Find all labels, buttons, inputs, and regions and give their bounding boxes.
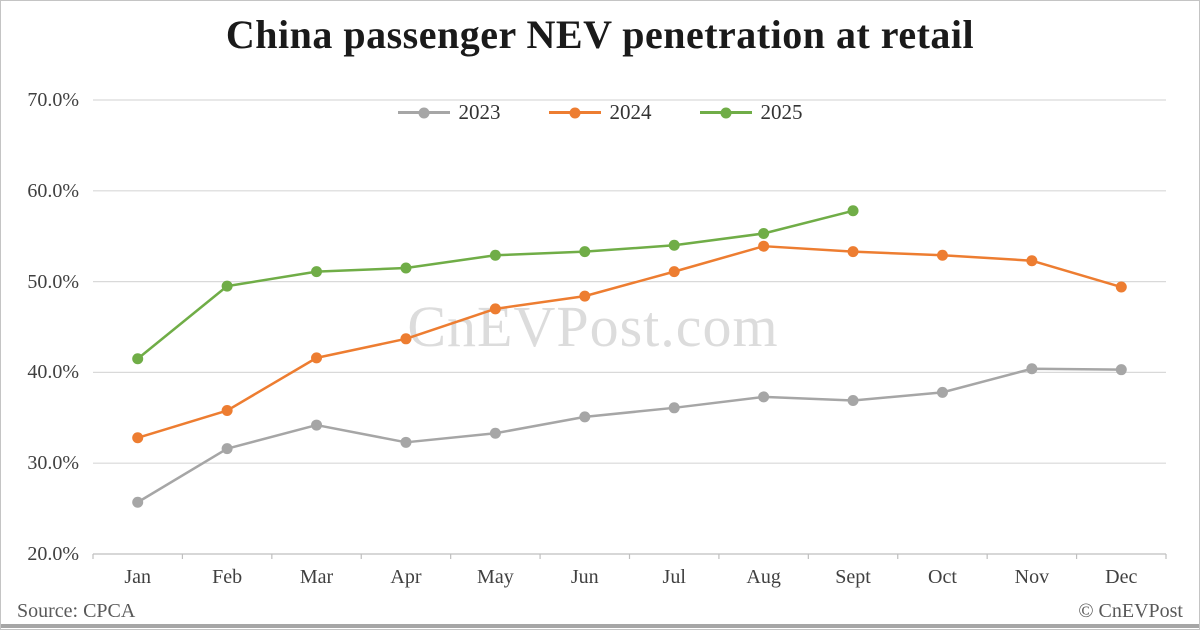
- source-note: Source: CPCA: [17, 600, 136, 622]
- bottom-divider: [1, 624, 1199, 628]
- x-axis-tick-label: May: [477, 566, 514, 588]
- x-axis-tick-label: Nov: [1014, 566, 1050, 588]
- chart-title: China passenger NEV penetration at retai…: [225, 12, 975, 57]
- legend-item-2025: 2025: [699, 100, 803, 124]
- x-axis-tick-label: Jul: [662, 566, 686, 588]
- legend-line-marker-icon: [397, 107, 450, 118]
- watermark: CnEVPost.com: [407, 294, 779, 359]
- y-axis-tick-label: 60.0%: [27, 179, 79, 202]
- legend-label-2025: 2025: [760, 100, 803, 124]
- y-axis-tick-label: 50.0%: [27, 270, 79, 293]
- x-axis-tick-label: Aug: [746, 566, 781, 588]
- x-axis-tick-label: Jan: [124, 566, 152, 588]
- x-axis-tick-label: Dec: [1105, 566, 1138, 588]
- x-axis-tick-label: Feb: [212, 566, 243, 588]
- y-axis-tick-label: 20.0%: [27, 543, 79, 565]
- x-axis-tick-label: Jun: [570, 566, 599, 588]
- x-axis-tick-label: Mar: [299, 566, 334, 588]
- x-axis-tick-label: Apr: [390, 566, 422, 588]
- legend-label-2024: 2024: [609, 100, 652, 124]
- legend-line-marker-icon: [699, 107, 752, 118]
- legend: 2023 2024 2025: [1, 102, 1199, 123]
- x-axis-tick-label: Sept: [835, 566, 871, 588]
- legend-label-2023: 2023: [458, 100, 501, 124]
- y-axis-tick-label: 30.0%: [27, 452, 79, 475]
- legend-item-2024: 2024: [548, 100, 652, 124]
- x-axis-tick-label: Oct: [928, 566, 957, 588]
- legend-line-marker-icon: [548, 107, 601, 118]
- copyright-note: © CnEVPost: [1078, 600, 1183, 622]
- y-axis-tick-label: 40.0%: [27, 361, 79, 384]
- y-axis-tick-label: 70.0%: [27, 89, 79, 111]
- legend-item-2023: 2023: [397, 100, 501, 124]
